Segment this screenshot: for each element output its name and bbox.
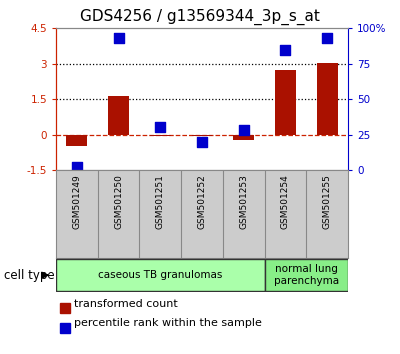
Bar (60, 303, 70, 313)
Text: GSM501249: GSM501249 (72, 174, 81, 229)
Text: transformed count: transformed count (74, 298, 178, 309)
Point (282, 47, 289, 52)
Point (324, 35, 330, 41)
Bar (108, 96, 129, 135)
Text: GDS4256 / g13569344_3p_s_at: GDS4256 / g13569344_3p_s_at (80, 9, 320, 25)
Text: GSM501250: GSM501250 (114, 174, 123, 229)
Point (74, 164, 80, 170)
Bar (233, 135, 254, 140)
FancyBboxPatch shape (56, 259, 264, 291)
Text: normal lung
parenchyma: normal lung parenchyma (274, 264, 339, 286)
Bar (317, 63, 338, 135)
Point (199, 139, 205, 144)
Text: cell type: cell type (4, 269, 55, 282)
Text: GSM501252: GSM501252 (198, 174, 206, 229)
Text: GSM501254: GSM501254 (281, 174, 290, 229)
Point (240, 127, 247, 133)
Bar (60, 323, 70, 333)
Text: percentile rank within the sample: percentile rank within the sample (74, 318, 262, 328)
Text: GSM501255: GSM501255 (323, 174, 332, 229)
Bar (66, 135, 87, 146)
Text: caseous TB granulomas: caseous TB granulomas (98, 270, 222, 280)
FancyBboxPatch shape (264, 259, 348, 291)
Point (157, 125, 164, 130)
Point (115, 35, 122, 41)
Text: GSM501253: GSM501253 (239, 174, 248, 229)
Text: GSM501251: GSM501251 (156, 174, 165, 229)
Bar (150, 135, 171, 136)
Bar (275, 70, 296, 135)
Bar (192, 135, 212, 136)
